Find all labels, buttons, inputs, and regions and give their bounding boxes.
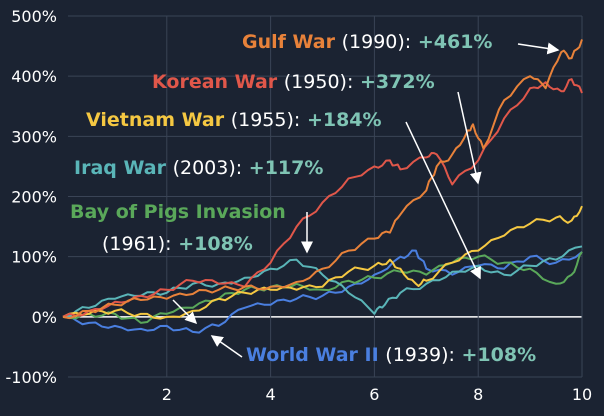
series-name: Bay of Pigs Invasion — [70, 201, 286, 223]
y-tick-label: -100% — [5, 368, 57, 387]
x-tick-label: 8 — [473, 385, 483, 404]
series-final: +108% — [178, 233, 253, 255]
series-line-bay-of-pigs-invasion — [62, 251, 583, 324]
series-year: (1955): — [231, 109, 301, 131]
series-year: (1961): — [102, 233, 172, 255]
series-lines — [62, 39, 583, 334]
annotation-world-war-ii: World War II (1939): +108% — [246, 344, 536, 366]
y-tick-label: 200% — [11, 188, 57, 207]
y-tick-label: 100% — [11, 248, 57, 267]
annotation-arrow — [210, 335, 243, 358]
x-tick-label: 4 — [266, 385, 276, 404]
annotation-gulf-war: Gulf War (1990): +461% — [242, 31, 492, 53]
series-final: +108% — [462, 344, 537, 366]
annotation-vietnam-war: Vietnam War (1955): +184% — [86, 109, 382, 131]
series-name: Gulf War — [242, 31, 336, 53]
annotation-arrows — [172, 42, 560, 358]
series-final: +184% — [307, 109, 382, 131]
annotation-korean-war: Korean War (1950): +372% — [152, 71, 435, 93]
series-line-gulf-war — [62, 39, 583, 320]
series-final: +372% — [360, 71, 435, 93]
y-tick-label: 500% — [11, 7, 57, 26]
series-year: (1939): — [385, 344, 455, 366]
series-name: Iraq War — [74, 157, 167, 179]
series-line-vietnam-war — [62, 205, 583, 320]
y-axis-ticks: -100% 0% 100% 200% 300% 400% 500% — [5, 7, 57, 387]
series-final: +117% — [249, 157, 324, 179]
x-tick-label: 2 — [162, 385, 172, 404]
series-name: Vietnam War — [86, 109, 225, 131]
x-tick-label: 10 — [572, 385, 592, 404]
series-year: (1990): — [342, 31, 412, 53]
y-tick-label: 300% — [11, 127, 57, 146]
annotation-arrow — [172, 299, 198, 325]
y-tick-label: 0% — [32, 308, 57, 327]
series-year: (1950): — [284, 71, 354, 93]
series-name: Korean War — [152, 71, 278, 93]
series-line-iraq-war — [62, 245, 583, 318]
annotation-arrow — [405, 121, 481, 280]
annotation-bay-of-pigs-detail: (1961): +108% — [102, 233, 253, 255]
y-tick-label: 400% — [11, 67, 57, 86]
annotation-arrow — [457, 91, 482, 185]
series-line-world-war-ii — [62, 249, 583, 334]
series-line-korean-war — [62, 78, 583, 318]
annotation-iraq-war: Iraq War (2003): +117% — [74, 157, 323, 179]
x-tick-label: 6 — [369, 385, 379, 404]
annotation-bay-of-pigs: Bay of Pigs Invasion — [70, 201, 286, 223]
series-final: +461% — [418, 31, 493, 53]
x-axis-ticks: 2 4 6 8 10 — [162, 385, 592, 404]
series-year: (2003): — [173, 157, 243, 179]
series-name: World War II — [246, 344, 379, 366]
annotation-arrow — [517, 42, 560, 55]
